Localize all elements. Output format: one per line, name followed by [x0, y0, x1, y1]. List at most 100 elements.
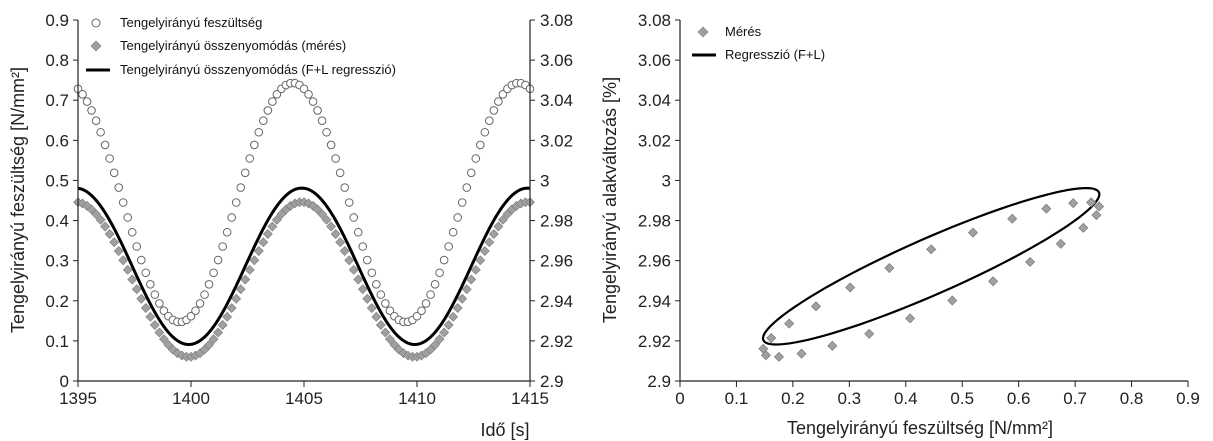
left-stress-point [480, 127, 490, 137]
right-measurement-point [766, 333, 777, 343]
left-measurement-point [317, 209, 328, 220]
right-x-tick-label: 0.2 [781, 389, 805, 408]
right-measurement-point [1094, 201, 1104, 212]
left-stress-point [475, 140, 485, 150]
right-measurement-point [845, 282, 856, 293]
left-stress-point [444, 242, 453, 251]
left-stress-point [254, 127, 264, 137]
left-stress-point [245, 154, 255, 163]
right-measurement-point [926, 244, 937, 255]
left-stress-point [96, 127, 105, 137]
left-measurement-point [470, 264, 481, 275]
left-measurement-point [109, 237, 120, 248]
left-measurement-point [204, 339, 215, 350]
right-measurement-point [761, 350, 771, 361]
left-measurement-point [154, 327, 165, 338]
legend-label-measurement: Tengelyirányú összenyomódás (mérés) [120, 38, 346, 53]
right-regression-loop [761, 186, 1101, 346]
left-measurement-point [375, 320, 386, 330]
left-stress-point [385, 306, 395, 315]
right-measurement-point [1086, 197, 1097, 208]
left-y-tick-label: 0.2 [45, 292, 69, 311]
left-measurement-point [493, 221, 504, 232]
right-measurement-point [988, 276, 999, 287]
left-measurement-point [113, 246, 124, 256]
left-stress-point [326, 140, 336, 150]
left-stress-point [227, 213, 236, 222]
left-measurement-point [475, 255, 486, 266]
right-chart-legend: Mérés Regresszió (F+L) [692, 24, 825, 62]
left-y2-tick-label: 3.08 [540, 11, 573, 30]
right-y-tick-label: 2.98 [638, 212, 671, 231]
right-x-tick-label: 0 [675, 389, 684, 408]
left-y2-tick-label: 3.02 [540, 131, 573, 150]
right-chart-marks [758, 186, 1104, 362]
left-y2-tick-label: 2.9 [540, 372, 564, 391]
right-measurement-point [905, 313, 916, 324]
right-x-tick-label: 0.5 [950, 389, 974, 408]
left-stress-point [259, 116, 268, 125]
left-x-tick-label: 1400 [172, 389, 210, 408]
left-stress-point [263, 106, 273, 115]
left-stress-point [155, 299, 164, 308]
left-measurement-point [326, 221, 337, 232]
left-stress-point [213, 255, 223, 265]
right-chart-ticks: 0 0.1 0.2 0.3 0.4 0.5 0.6 0.7 0.8 0.9 2.9 2.92 2.94 2… [638, 11, 1200, 408]
right-x-tick-label: 0.6 [1007, 389, 1031, 408]
left-measurement-point [249, 255, 260, 266]
right-x-tick-label: 0.8 [1120, 389, 1144, 408]
left-measurement-point [136, 293, 147, 304]
left-stress-point [462, 183, 472, 192]
left-measurement-point [488, 229, 499, 239]
left-y-tick-label: 0.6 [45, 131, 69, 150]
left-measurement-point [366, 303, 377, 313]
left-measurement-point [91, 209, 102, 220]
left-stress-point [123, 213, 133, 222]
left-stress-point [218, 242, 227, 251]
left-stress-point [308, 97, 318, 106]
left-measurement-point [253, 246, 264, 256]
left-measurement-point [95, 214, 106, 225]
left-y-tick-label: 0.5 [45, 171, 69, 190]
left-measurement-point [231, 293, 242, 304]
left-measurement-point [226, 303, 237, 313]
right-measurement-point [1041, 203, 1052, 214]
left-measurement-point [439, 327, 450, 338]
left-stress-point [376, 290, 386, 299]
left-measurement-point [484, 237, 495, 248]
left-stress-point [91, 116, 101, 125]
left-x-tick-label: 1415 [511, 389, 549, 408]
left-stress-point [494, 97, 503, 106]
right-measurement-point [774, 351, 784, 362]
left-stress-point [412, 311, 422, 321]
left-x-tick-label: 1405 [285, 389, 323, 408]
left-measurement-point [479, 246, 490, 256]
left-stress-point [186, 311, 196, 321]
left-measurement-point [371, 311, 382, 322]
right-measurement-point [1055, 238, 1066, 249]
left-stress-point [236, 183, 246, 192]
left-x-tick-label: 1395 [59, 389, 97, 408]
right-x-tick-label: 0.4 [894, 389, 918, 408]
left-measurement-point [448, 311, 459, 322]
right-measurement-point [1025, 257, 1035, 267]
right-measurement-point [811, 301, 821, 312]
left-stress-point [340, 183, 349, 192]
left-measurement-point [222, 311, 233, 322]
left-measurement-point [262, 229, 273, 239]
right-x-axis-title: Tengelyirányú feszültség [N/mm²] [787, 418, 1053, 438]
left-y2-tick-label: 3.04 [540, 91, 573, 110]
left-stress-point [439, 255, 449, 265]
left-stress-point [159, 306, 169, 315]
left-measurement-point [127, 274, 138, 285]
chart-hysteresis: 0 0.1 0.2 0.3 0.4 0.5 0.6 0.7 0.8 0.9 2.9 2.92 2.94 2… [600, 11, 1200, 438]
right-y-tick-label: 3.08 [638, 11, 671, 30]
left-measurement-point [267, 221, 278, 232]
left-measurement-point [100, 221, 111, 232]
left-stress-point [362, 255, 372, 265]
left-stress-point [435, 268, 444, 278]
left-y2-tick-label: 2.98 [540, 212, 573, 231]
left-stress-point [313, 106, 322, 115]
left-measurement-point [235, 284, 246, 295]
left-measurement-point [430, 339, 441, 350]
